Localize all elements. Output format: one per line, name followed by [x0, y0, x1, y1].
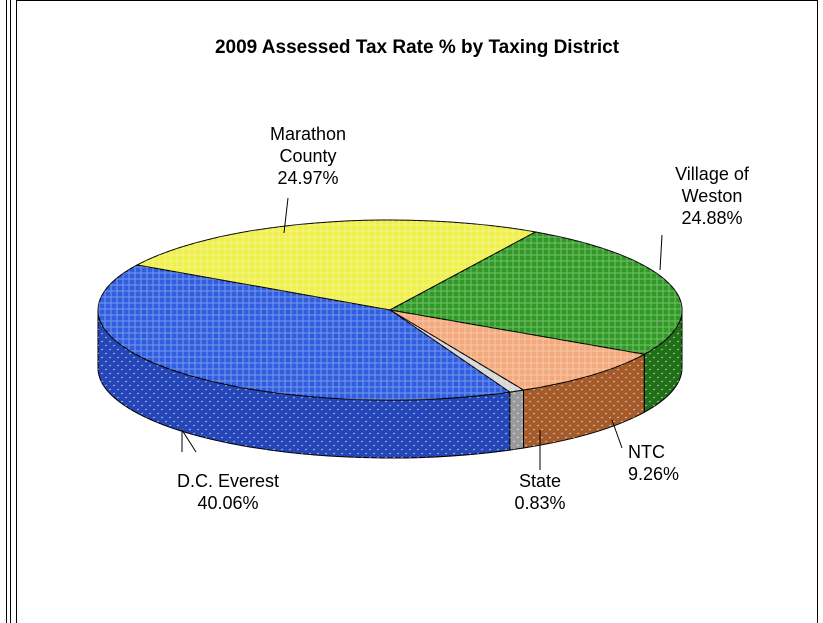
pie-slice-marathon-county-texture [137, 220, 536, 310]
leader-line-village-of-weston [659, 234, 663, 271]
pie-slice-village-of-weston-texture [390, 231, 682, 355]
data-label-state-value: 0.83% [514, 493, 565, 513]
pie-slice-d-c-everest-texture [97, 265, 510, 400]
data-label-ntc-value: 9.26% [628, 464, 679, 484]
pie-side-d-c-everest-texture [98, 310, 510, 458]
outer-frame [6, 0, 11, 623]
data-label-village-of-weston-name-1: Weston [682, 186, 743, 206]
chart-title: 2009 Assessed Tax Rate % by Taxing Distr… [215, 37, 620, 58]
data-label-d-c-everest-value: 40.06% [197, 493, 258, 513]
pie-sides [97, 309, 683, 459]
data-label-village-of-weston-name-0: Village of [675, 164, 750, 184]
data-label-village-of-weston-value: 24.88% [681, 208, 742, 228]
data-label-d-c-everest-name-0: D.C. Everest [177, 471, 279, 491]
pie-leaders [181, 197, 663, 470]
data-label-state-name-0: State [519, 471, 561, 491]
leader-line-ntc [611, 419, 623, 449]
pie-tops [97, 219, 683, 401]
pie-side-state-texture [509, 390, 524, 451]
data-label-marathon-county-value: 24.97% [277, 168, 338, 188]
leader-line-marathon-county [283, 197, 289, 234]
pie-slice-state-texture [390, 310, 524, 393]
chart-area [16, 0, 818, 623]
pie-slice-ntc-texture [390, 310, 645, 391]
data-label-marathon-county-name-0: Marathon [270, 124, 346, 144]
leader-line-d-c-everest [181, 428, 197, 453]
pie-side-village-of-weston-texture [644, 310, 682, 413]
data-label-marathon-county-name-1: County [279, 146, 336, 166]
data-label-ntc-name-0: NTC [628, 442, 665, 462]
